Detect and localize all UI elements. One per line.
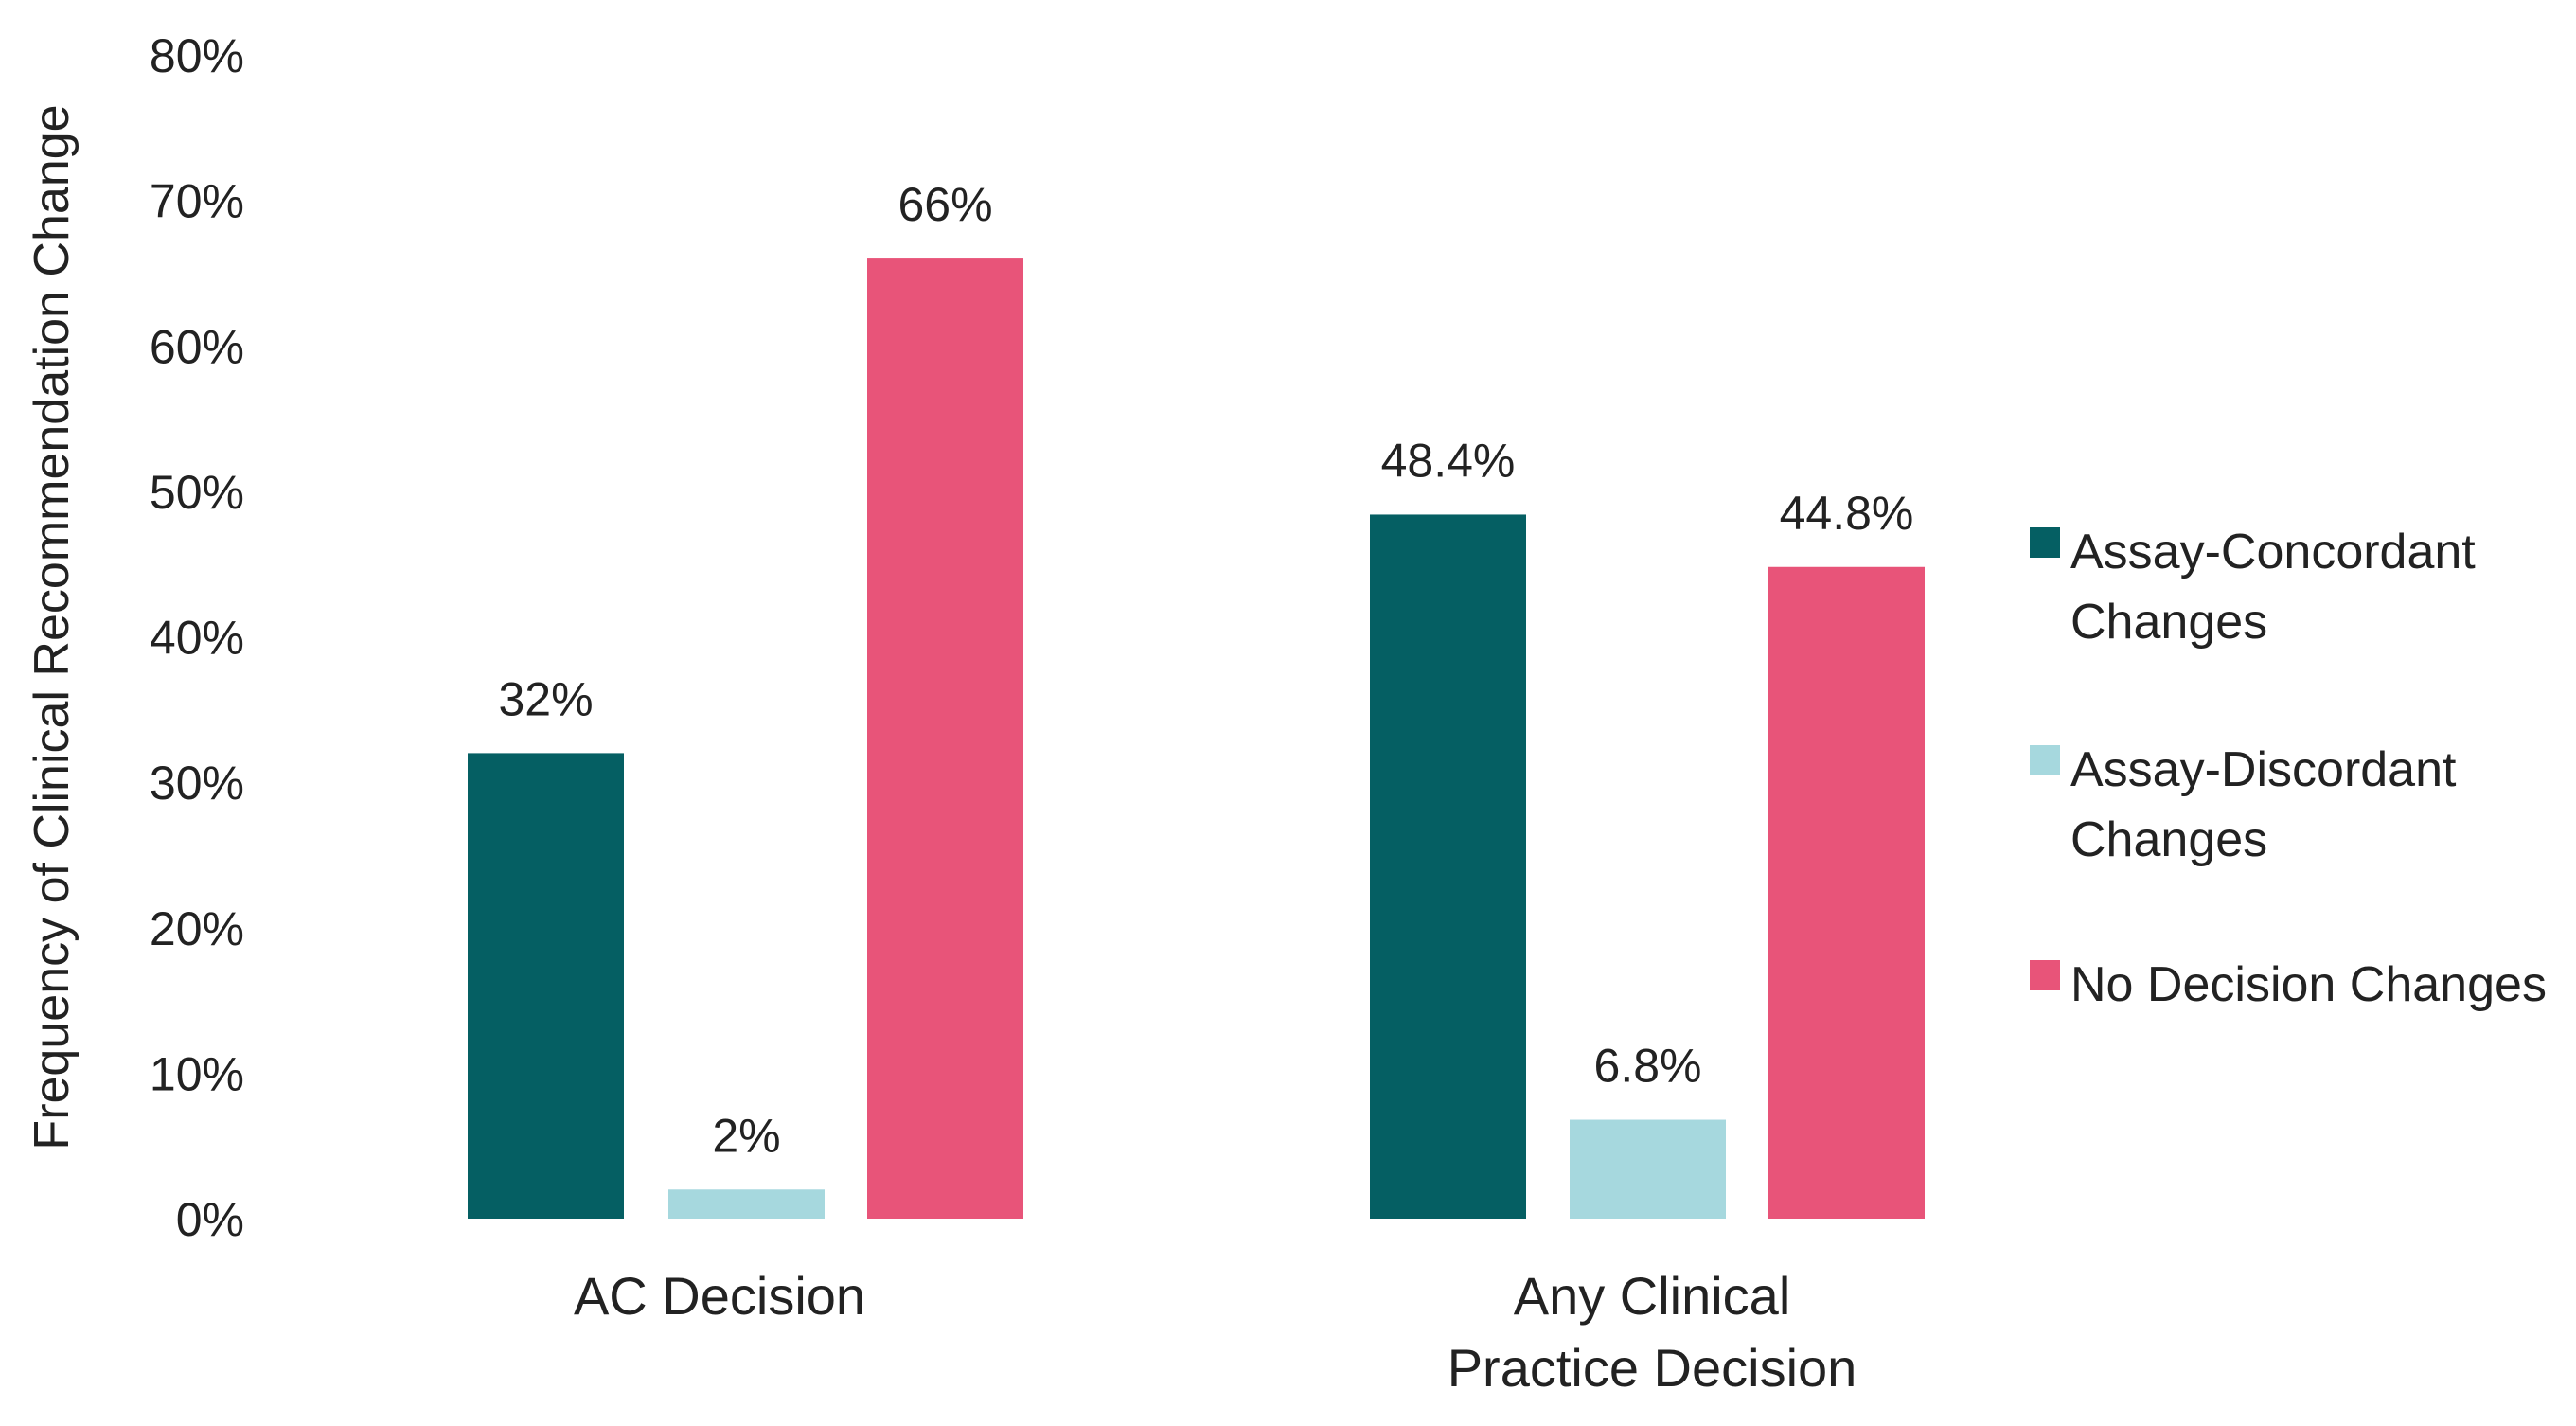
- legend-swatch: [2030, 745, 2060, 775]
- bar: [1768, 566, 1925, 1219]
- category-label-line: AC Decision: [574, 1266, 865, 1326]
- legend-entry-line: Assay-Concordant: [2070, 525, 2476, 579]
- data-label: 44.8%: [1780, 487, 1914, 540]
- data-label: 2%: [712, 1109, 780, 1162]
- legend-entry-line: Assay-Discordant: [2070, 742, 2457, 797]
- category-label-line: Any Clinical: [1514, 1266, 1791, 1326]
- bar: [668, 1189, 825, 1219]
- data-label: 32%: [498, 672, 593, 725]
- category-label: Any Clinical Practice Decision: [1448, 1266, 1857, 1398]
- category-label-line: Practice Decision: [1448, 1338, 1857, 1398]
- legend-entry-label: Assay-Concordant Changes: [2070, 525, 2476, 650]
- bar: [1570, 1119, 1726, 1219]
- legend-entry-line: Changes: [2070, 595, 2267, 650]
- y-tick-label: 10%: [150, 1047, 244, 1100]
- data-label: 66%: [897, 178, 992, 231]
- y-axis-label: Frequency of Clinical Recommendation Cha…: [25, 104, 80, 1150]
- bar: [867, 258, 1023, 1219]
- bar: [1370, 514, 1526, 1219]
- bar: [468, 753, 624, 1219]
- legend-entry-line: Changes: [2070, 812, 2267, 867]
- y-tick-label: 20%: [150, 902, 244, 955]
- category-label: AC Decision: [574, 1266, 865, 1326]
- legend-swatch: [2030, 960, 2060, 990]
- y-tick-label: 40%: [150, 612, 244, 665]
- y-tick-label: 30%: [150, 757, 244, 810]
- y-tick-label: 60%: [150, 320, 244, 373]
- data-label: 48.4%: [1381, 434, 1516, 487]
- y-tick-label: 0%: [176, 1193, 244, 1246]
- data-label: 6.8%: [1594, 1040, 1702, 1093]
- legend-entry-label: Assay-Discordant Changes: [2070, 742, 2457, 867]
- y-tick-label: 80%: [150, 29, 244, 82]
- legend-entry-line: No Decision Changes: [2070, 957, 2547, 1012]
- legend-entry-label: No Decision Changes: [2070, 957, 2547, 1012]
- y-tick-label: 50%: [150, 466, 244, 519]
- y-tick-label: 70%: [150, 175, 244, 228]
- legend-swatch: [2030, 527, 2060, 558]
